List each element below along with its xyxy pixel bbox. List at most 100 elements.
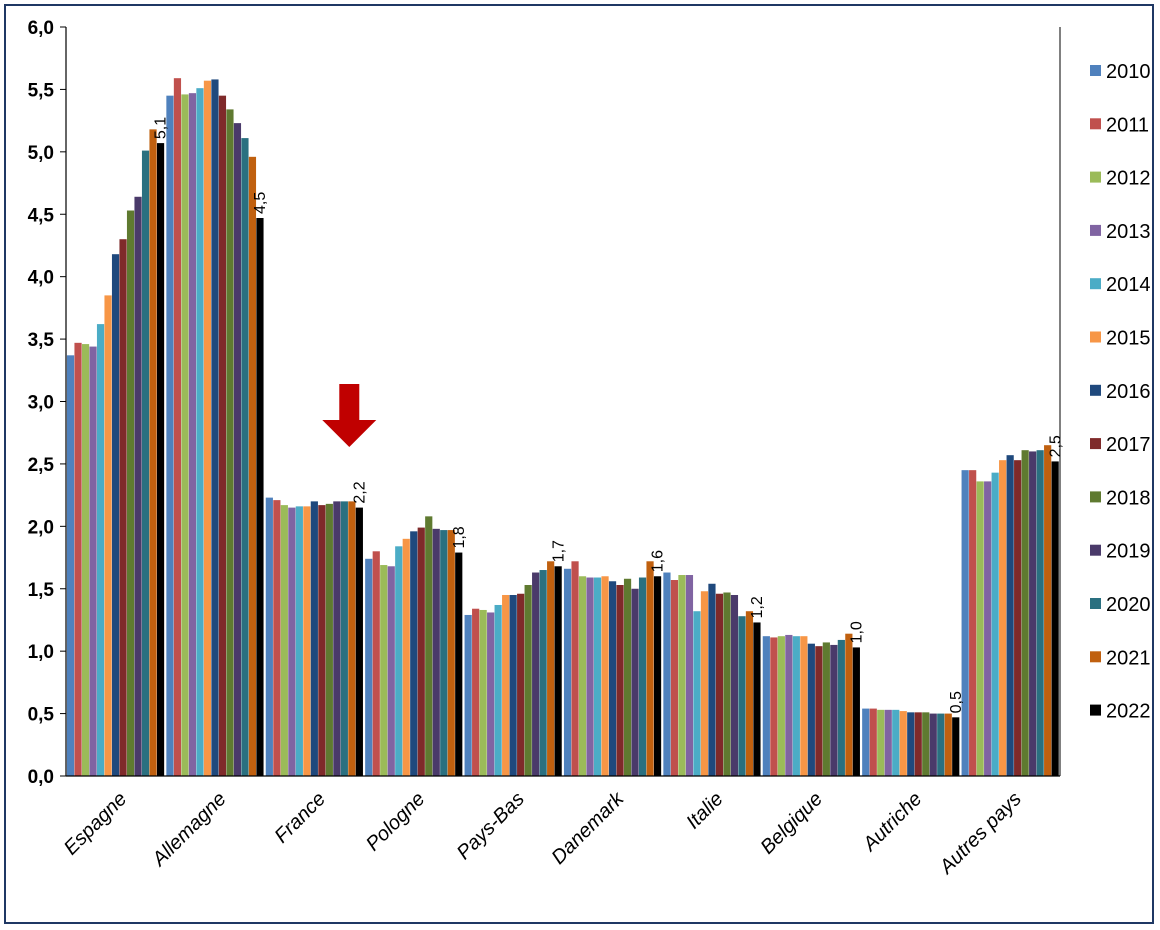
- bar-2010: [663, 572, 671, 776]
- bar-2021: [248, 156, 257, 776]
- bar-2017: [417, 527, 425, 776]
- down-arrow-annotation: [322, 384, 377, 447]
- bar-2015: [899, 711, 907, 776]
- bar-2010: [66, 355, 75, 776]
- bar-2012: [976, 481, 984, 776]
- bar-2021: [944, 713, 952, 776]
- y-tick-label: 0,0: [28, 767, 54, 788]
- legend-swatch-2013: [1090, 224, 1101, 236]
- bar-2019: [1029, 451, 1037, 776]
- legend-swatch-2022: [1090, 704, 1101, 716]
- bar-2013: [487, 612, 495, 776]
- bar-2014: [593, 577, 602, 776]
- bar-2021: [1044, 445, 1052, 776]
- x-tick-label: Espagne: [60, 788, 131, 859]
- y-tick-label: 1,0: [28, 642, 54, 663]
- bar-2014: [96, 324, 105, 776]
- bar-2013: [188, 93, 197, 776]
- data-label: 1,2: [749, 596, 766, 618]
- x-tick-label: Autres pays: [935, 788, 1026, 879]
- legend-swatch-2020: [1090, 598, 1101, 609]
- bar-2012: [280, 505, 288, 776]
- bar-2011: [472, 608, 480, 776]
- bar-2018: [723, 592, 731, 776]
- bar-2011: [969, 470, 977, 776]
- bar-2020: [738, 616, 746, 776]
- legend-swatch-2011: [1090, 118, 1101, 130]
- bar-2022: [653, 576, 662, 776]
- bar-2010: [961, 470, 969, 776]
- bar-2017: [318, 505, 326, 776]
- data-label: 2,5: [1047, 435, 1064, 457]
- legend-label: 2019: [1106, 541, 1151, 563]
- bar-2012: [777, 636, 785, 776]
- bar-2019: [830, 644, 838, 776]
- bar-2020: [539, 570, 547, 776]
- legend-label: 2012: [1106, 168, 1151, 190]
- legend-swatch-2018: [1090, 491, 1101, 503]
- bar-2016: [410, 531, 418, 776]
- bar-2013: [884, 709, 892, 776]
- bar-2010: [862, 708, 870, 776]
- bar-2011: [869, 708, 877, 776]
- legend-label: 2022: [1106, 701, 1151, 723]
- legend-swatch-2019: [1090, 544, 1101, 556]
- bar-2020: [141, 150, 150, 776]
- bar-2011: [273, 500, 281, 776]
- bar-2020: [837, 639, 845, 776]
- bar-2016: [907, 712, 915, 776]
- bar-2011: [770, 637, 778, 776]
- bar-2019: [233, 123, 242, 777]
- data-label: 1,6: [650, 550, 667, 572]
- bar-2019: [134, 196, 142, 777]
- y-tick-label: 4,0: [28, 268, 54, 289]
- bar-2021: [447, 530, 455, 776]
- bar-2018: [325, 503, 333, 776]
- legend-label: 2014: [1106, 274, 1151, 296]
- legend-label: 2011: [1106, 114, 1149, 136]
- legend-label: 2015: [1106, 328, 1151, 350]
- bar-2019: [532, 572, 540, 776]
- bar-2010: [365, 558, 373, 776]
- bar-2016: [211, 79, 219, 777]
- bar-2017: [517, 593, 525, 776]
- y-tick-label: 0,5: [28, 705, 55, 726]
- bar-2022: [355, 507, 363, 776]
- bar-2016: [1006, 455, 1014, 776]
- bar-2014: [395, 546, 403, 776]
- bar-2011: [571, 561, 579, 776]
- bar-2018: [822, 642, 830, 776]
- legend-label: 2020: [1106, 594, 1151, 616]
- bar-2014: [494, 604, 502, 776]
- bar-2021: [646, 561, 654, 776]
- bar-2020: [638, 577, 647, 776]
- bar-2019: [432, 528, 440, 776]
- bar-2013: [387, 566, 395, 776]
- bar-2018: [623, 578, 632, 776]
- legend-swatch-2017: [1090, 438, 1101, 450]
- bar-2021: [547, 561, 555, 776]
- bar-2021: [745, 611, 754, 776]
- legend-swatch-2014: [1090, 278, 1101, 290]
- legend-label: 2016: [1106, 381, 1151, 403]
- y-tick-label: 3,5: [28, 330, 55, 351]
- legend-label: 2017: [1106, 434, 1151, 456]
- data-label: 1,8: [451, 526, 468, 548]
- bar-2022: [554, 566, 562, 776]
- bar-2013: [785, 634, 793, 776]
- x-tick-label: Autriche: [858, 788, 926, 856]
- legend-swatch-2021: [1090, 651, 1101, 663]
- data-label: 4,5: [252, 192, 269, 214]
- bar-2013: [586, 577, 594, 776]
- bar-2020: [937, 713, 945, 776]
- x-tick-label: Belgique: [756, 788, 827, 859]
- bar-2016: [608, 581, 617, 776]
- bar-2011: [372, 551, 380, 776]
- bar-2017: [914, 712, 922, 776]
- bar-2022: [156, 143, 165, 777]
- bar-2013: [288, 507, 296, 776]
- bar-2021: [348, 501, 356, 776]
- x-tick-label: France: [270, 788, 330, 848]
- bar-2017: [715, 593, 724, 776]
- y-tick-label: 5,5: [28, 80, 55, 101]
